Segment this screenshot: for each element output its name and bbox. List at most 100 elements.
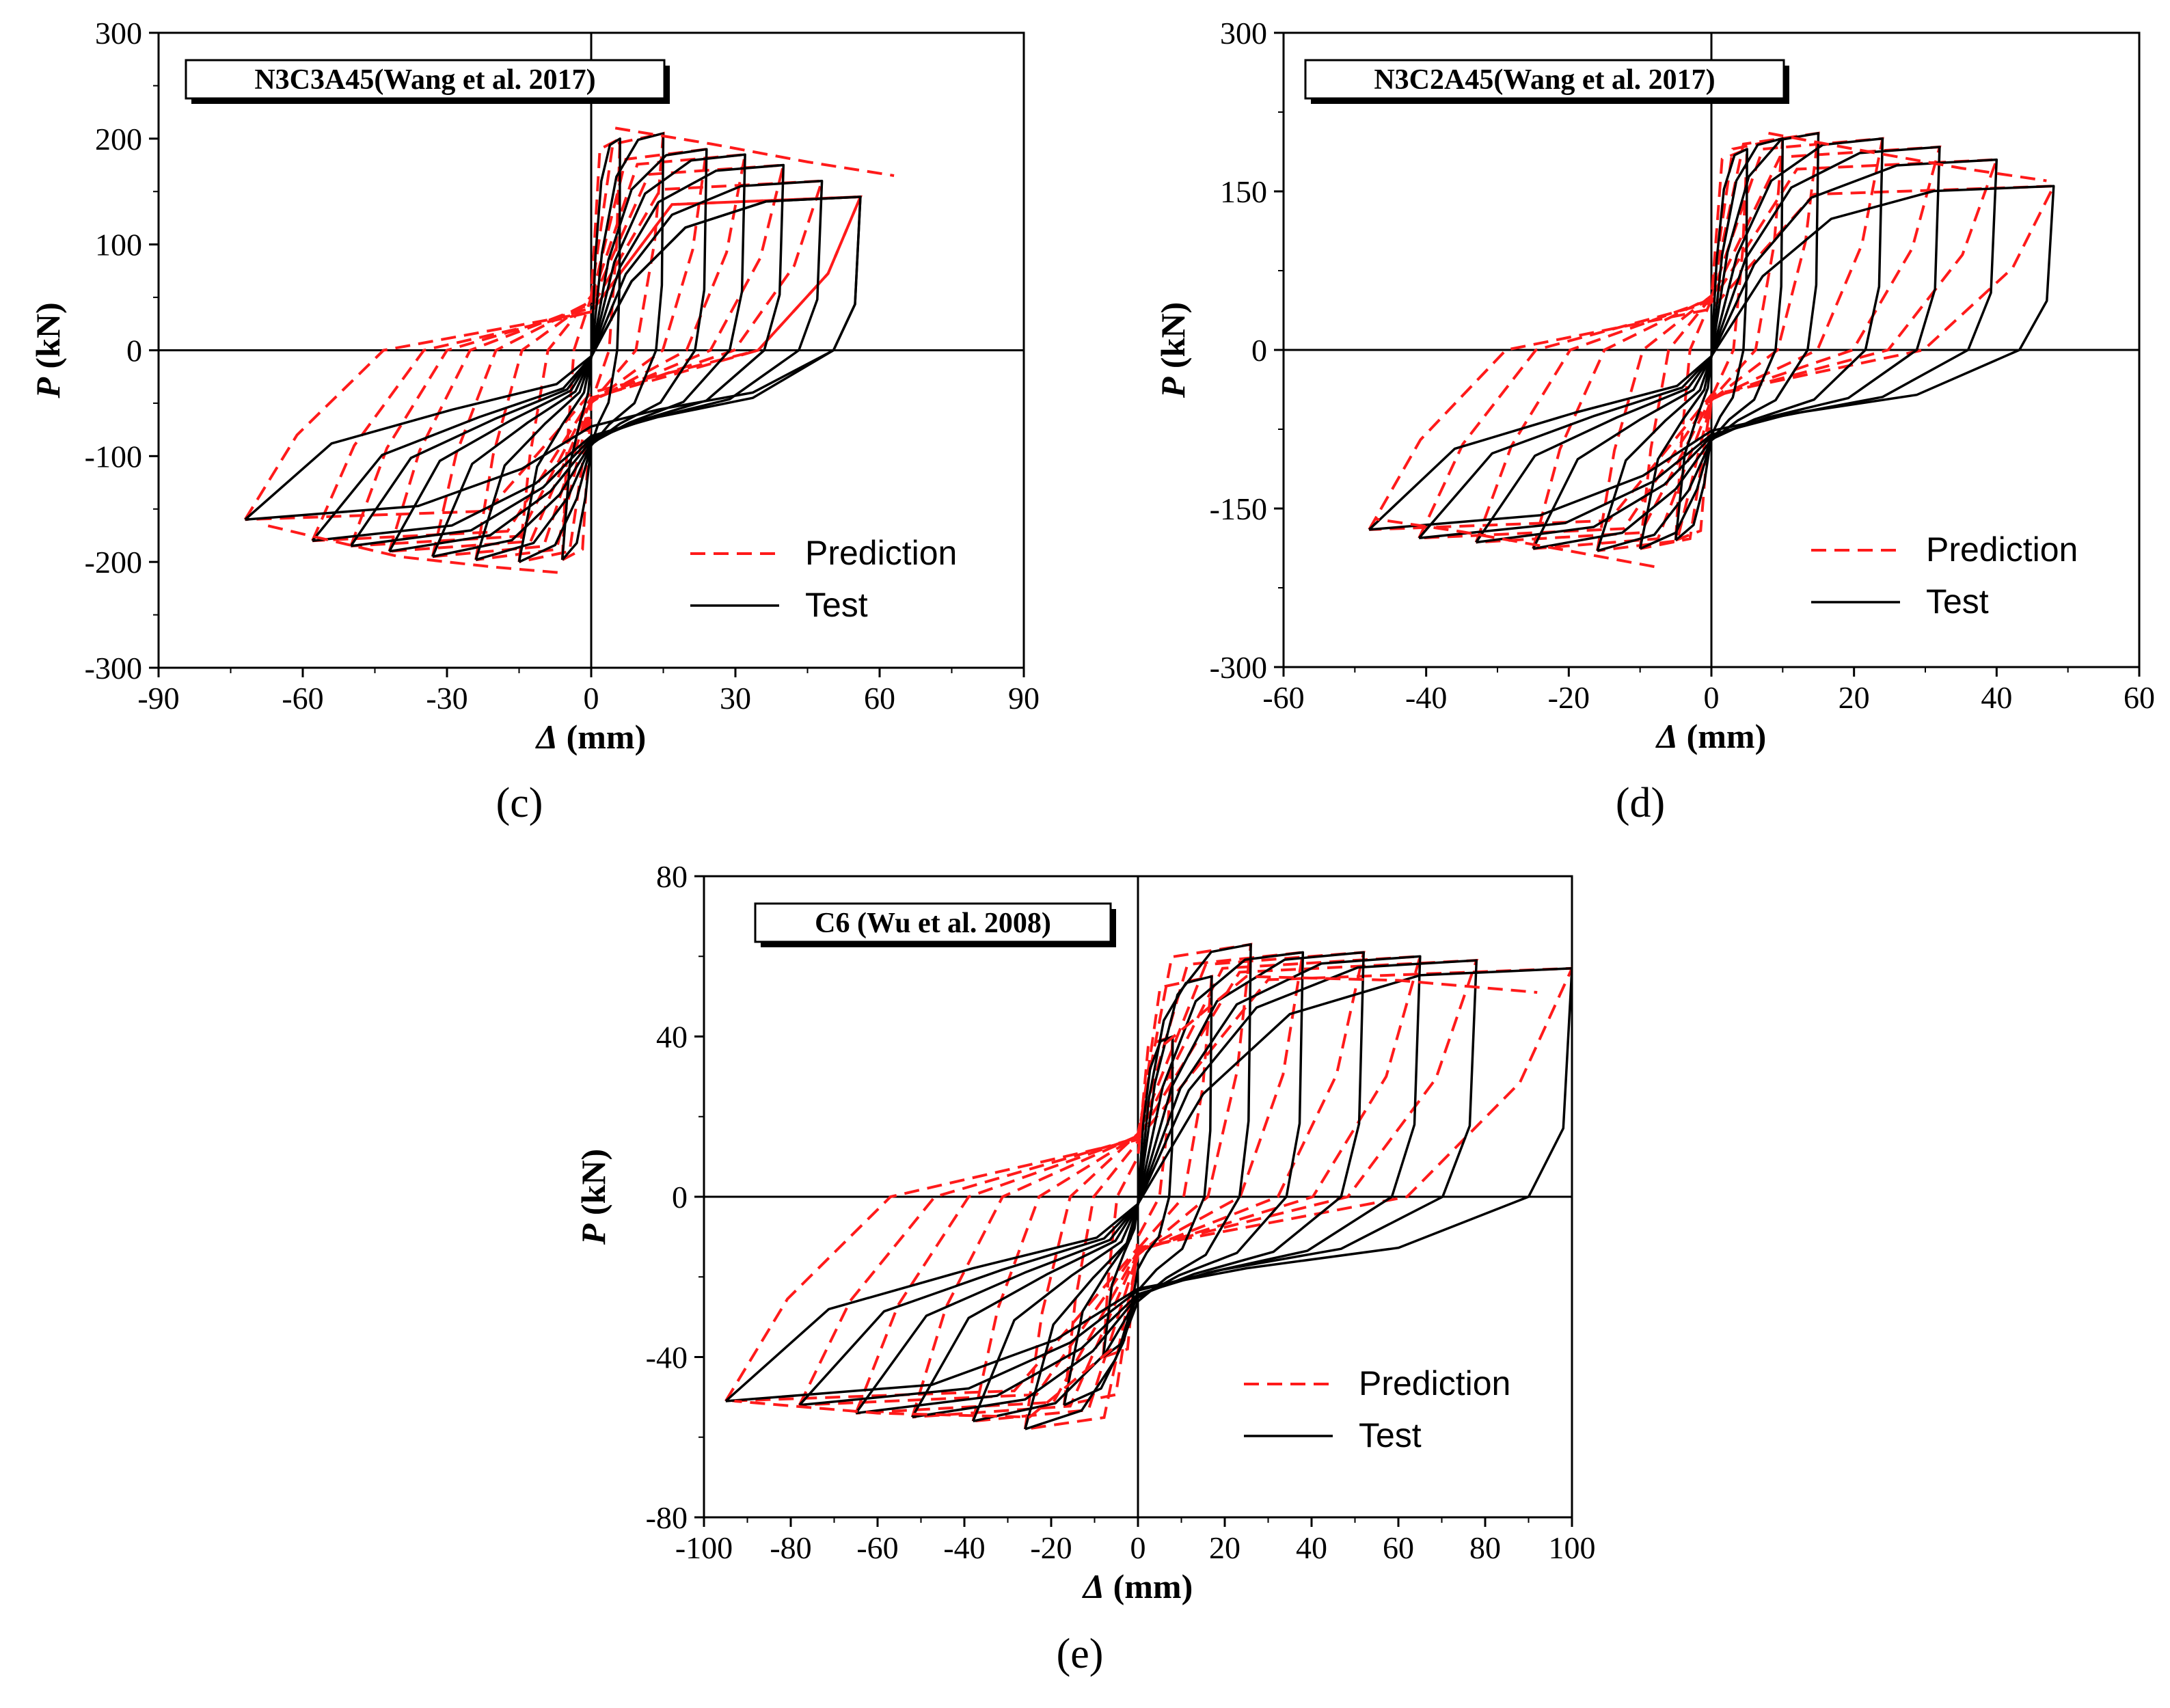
legend-test-label: Test	[805, 586, 868, 624]
panel-label: (d)	[1616, 780, 1665, 826]
x-axis-title: Δ (mm)	[1655, 717, 1766, 755]
test-loop-5	[854, 955, 1422, 1415]
chart-panel-1: -60 -40 -20 0 20 40 60 -300 -150 0 150 300 Δ (mm) P (…	[1154, 16, 2155, 826]
test-loop-4	[1475, 146, 1941, 544]
y-tick-label: 0	[672, 1180, 688, 1215]
y-tick-label: 200	[95, 122, 142, 157]
plot-area	[243, 126, 895, 574]
test-loop-4	[388, 163, 785, 553]
x-tick-label: -100	[675, 1530, 733, 1565]
x-tick-label: 40	[1981, 680, 2012, 715]
x-tick-label: -20	[1548, 680, 1590, 715]
test-loop-3	[431, 153, 746, 558]
test-loop-3	[1532, 137, 1884, 550]
test-loop-0	[561, 137, 621, 561]
x-tick-label: 100	[1549, 1530, 1596, 1565]
prediction-loop-5	[1418, 158, 1999, 540]
y-tick-label: -300	[1210, 650, 1267, 685]
x-tick-label: 90	[1008, 681, 1040, 716]
test-loop-5	[349, 180, 824, 547]
chart-panel-2: -100 -80 -60 -40 -20 0 20 40 60 80 100-80-4004080Δ…	[574, 859, 1596, 1677]
y-tick-label: 150	[1220, 174, 1267, 209]
x-tick-label: 0	[1130, 1530, 1146, 1565]
y-tick-label: 300	[1220, 16, 1267, 51]
test-loop-2	[1596, 132, 1820, 552]
legend-prediction-label: Prediction	[805, 534, 957, 572]
test-loop-2	[474, 148, 708, 561]
prediction-loop-0	[1674, 147, 1749, 542]
x-tick-label: 0	[1704, 680, 1720, 715]
test-loop-7	[244, 195, 862, 521]
y-tick-label: 0	[1251, 333, 1267, 368]
y-tick-label: 0	[126, 334, 142, 368]
plot-area	[724, 943, 1572, 1431]
x-tick-label: 80	[1469, 1530, 1501, 1565]
x-tick-label: 60	[864, 681, 895, 716]
y-tick-label: 40	[656, 1020, 688, 1055]
y-tick-label: -300	[85, 651, 142, 686]
y-axis-title: P (kN)	[29, 302, 67, 398]
legend-prediction-label: Prediction	[1926, 530, 2078, 569]
x-tick-label: -60	[282, 681, 323, 716]
x-tick-label: 20	[1209, 1530, 1240, 1565]
x-tick-label: 0	[584, 681, 599, 716]
test-loop-4	[911, 951, 1365, 1419]
x-tick-label: -40	[1405, 680, 1447, 715]
chart-title: N3C3A45(Wang et al. 2017)	[254, 64, 595, 96]
prediction-loop-3	[1532, 137, 1884, 550]
y-tick-label: 80	[656, 859, 688, 894]
prediction-envelope-pos	[1163, 975, 1538, 1046]
title-box	[1304, 59, 1785, 100]
chart-panel-0: -90 -60 -30 0 30 60 90-300-200-1000100200300Δ …	[29, 16, 1040, 826]
prediction-envelope-neg	[734, 1348, 1113, 1419]
title-box	[754, 902, 1112, 943]
title-box	[185, 59, 666, 100]
x-tick-label: -40	[943, 1530, 985, 1565]
x-tick-label: -30	[426, 681, 467, 716]
y-tick-label: 300	[95, 16, 142, 51]
x-tick-label: -60	[856, 1530, 898, 1565]
prediction-envelope-neg	[1376, 517, 1655, 569]
x-tick-label: -20	[1030, 1530, 1072, 1565]
test-loop-5	[1418, 158, 1998, 540]
test-loop-1	[517, 132, 665, 563]
legend-test-label: Test	[1359, 1416, 1422, 1454]
test-loop-6	[1368, 185, 2055, 531]
x-tick-label: -60	[1262, 680, 1304, 715]
test-loop-2	[1024, 943, 1252, 1431]
x-tick-label: 40	[1296, 1530, 1327, 1565]
prediction-envelope-neg	[264, 524, 558, 574]
x-tick-label: 30	[720, 681, 751, 716]
y-tick-label: 100	[95, 228, 142, 262]
prediction-loop-4	[388, 163, 785, 553]
y-axis-title: P (kN)	[574, 1149, 612, 1245]
panel-label: (e)	[1057, 1631, 1104, 1677]
y-tick-label: -40	[646, 1340, 688, 1375]
prediction-loop-3	[971, 951, 1305, 1423]
chart-title: N3C2A45(Wang et al. 2017)	[1374, 64, 1715, 96]
chart-title: C6 (Wu et al. 2008)	[815, 908, 1051, 939]
plot-area	[1368, 131, 2057, 569]
panel-label: (c)	[496, 780, 543, 826]
test-loop-7	[724, 967, 1572, 1402]
x-tick-label: -80	[770, 1530, 811, 1565]
prediction-envelope-pos	[614, 126, 895, 177]
x-axis-title: Δ (mm)	[1082, 1567, 1193, 1605]
test-loop-3	[972, 951, 1305, 1423]
prediction-loop-7	[724, 966, 1572, 1402]
x-tick-label: 20	[1839, 680, 1870, 715]
prediction-envelope-pos	[1768, 131, 2047, 182]
x-axis-title: Δ (mm)	[535, 718, 646, 756]
y-tick-label: -150	[1210, 491, 1267, 526]
y-tick-label: -100	[85, 439, 142, 474]
y-axis-title: P (kN)	[1154, 302, 1192, 398]
y-tick-label: -80	[646, 1500, 688, 1535]
x-tick-label: 60	[2124, 680, 2155, 715]
x-tick-label: -90	[137, 681, 179, 716]
prediction-loop-6	[1368, 185, 2057, 531]
legend-test-label: Test	[1926, 582, 1989, 621]
x-tick-label: 60	[1383, 1530, 1414, 1565]
y-tick-label: -200	[85, 545, 142, 580]
legend-prediction-label: Prediction	[1359, 1364, 1510, 1402]
